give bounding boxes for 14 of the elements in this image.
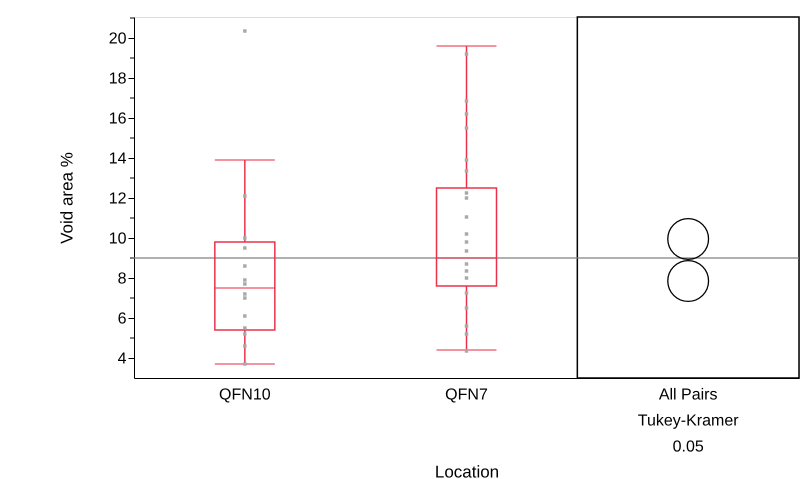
y-tick-label: 14 (108, 150, 127, 168)
y-tick-label: 4 (118, 350, 127, 368)
y-tick-label: 20 (108, 30, 127, 48)
x-tick-label: QFN10 (219, 386, 271, 404)
x-tick-label: QFN7 (445, 386, 488, 404)
y-tick-label: 12 (108, 190, 127, 208)
y-tick-label: 10 (108, 230, 127, 248)
x-tick-label: All Pairs Tukey-Kramer 0.05 (638, 386, 740, 456)
y-axis-title: Void area % (58, 152, 77, 244)
y-tick-label: 16 (108, 110, 127, 128)
y-tick-label: 18 (108, 70, 127, 88)
x-axis-title: Location (434, 462, 500, 479)
y-tick-label: 8 (118, 270, 127, 288)
y-tick-label: 6 (118, 310, 127, 328)
